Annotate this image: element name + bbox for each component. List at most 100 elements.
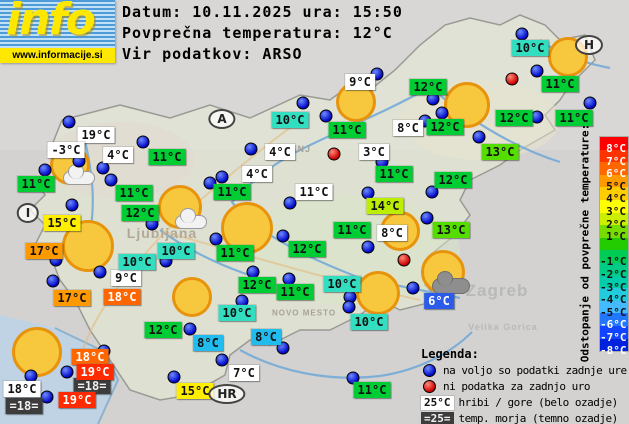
- station-temp-label: 10°C: [271, 112, 309, 128]
- station-temp-label: =18=: [73, 378, 111, 394]
- station-dot-blue-icon: [104, 173, 118, 187]
- scale-band: -2°C: [600, 262, 628, 281]
- station-temp-label: 9°C: [345, 74, 375, 90]
- scale-band-label: 1°C: [606, 230, 626, 244]
- station-dot-blue-icon: [346, 371, 360, 385]
- scale-title: Odstopanje od povprečne temperature:: [578, 123, 592, 363]
- cloud-icon: [63, 164, 95, 185]
- station-temp-label: 19°C: [77, 127, 115, 143]
- station-temp-label: 11°C: [276, 284, 314, 300]
- station-dot-blue-icon: [583, 96, 597, 110]
- header-date-line: Datum: 10.11.2025 ura: 15:50: [122, 3, 403, 21]
- station-temp-label: 8°C: [393, 120, 423, 136]
- station-dot-blue-icon: [38, 163, 52, 177]
- white-box-sample: 25°C: [421, 395, 454, 410]
- station-temp-label: 8°C: [193, 335, 223, 351]
- scale-band: -5°C: [600, 300, 628, 319]
- sun-icon: [172, 277, 212, 317]
- map-header: Datum: 10.11.2025 ura: 15:50 Povprečna t…: [122, 2, 403, 65]
- station-dot-red-icon: [327, 147, 341, 161]
- scale-band: -4°C: [600, 288, 628, 306]
- sun-cloud-icon: [421, 250, 470, 294]
- station-dot-blue-icon: [183, 322, 197, 336]
- station-temp-label: 3°C: [359, 144, 389, 160]
- station-dot-blue-icon: [167, 370, 181, 384]
- station-dot-blue-icon: [472, 130, 486, 144]
- station-temp-label: 4°C: [242, 166, 272, 182]
- scale-band: -8°C: [600, 338, 628, 356]
- scale-band: 8°C: [600, 137, 628, 155]
- scale-bands: 8°C 7°C 6°C 5°C 4°C 3°C 2°C 1°C -1°C -2°C -3°C -4°C…: [600, 137, 628, 356]
- station-temp-label: 7°C: [229, 365, 259, 381]
- station-temp-label: 12°C: [144, 322, 182, 338]
- legend-item: ni podatka za zadnjo uro: [421, 379, 627, 394]
- station-dot-blue-icon: [296, 96, 310, 110]
- station-dot-blue-icon: [65, 198, 79, 212]
- station-dot-blue-icon: [361, 240, 375, 254]
- city-name-label: Ljubljana: [126, 225, 198, 241]
- station-temp-label: 19°C: [76, 364, 114, 380]
- station-temp-label: 11°C: [328, 122, 366, 138]
- city-name-label: Zagreb: [465, 281, 529, 300]
- scale-band: 3°C: [600, 199, 628, 218]
- station-temp-label: 4°C: [265, 144, 295, 160]
- station-temp-label: 11°C: [555, 110, 593, 126]
- station-temp-label: -3°C: [47, 142, 85, 158]
- station-temp-label: 12°C: [121, 205, 159, 221]
- station-temp-label: 15°C: [43, 215, 81, 231]
- station-temp-label: 12°C: [426, 119, 464, 135]
- legend-item-text: hribi / gore (belo ozadje): [458, 396, 619, 409]
- country-sign-h: H: [574, 35, 604, 55]
- station-temp-label: 11°C: [17, 176, 55, 192]
- station-temp-label: 17°C: [53, 290, 91, 306]
- station-temp-label: 8°C: [377, 225, 407, 241]
- station-temp-label: 15°C: [176, 383, 214, 399]
- scale-band: 5°C: [600, 174, 628, 193]
- station-temp-label: 11°C: [148, 149, 186, 165]
- logo-url-link[interactable]: www.informacije.si: [0, 48, 115, 63]
- station-temp-label: 13°C: [481, 144, 519, 160]
- scale-band: -6°C: [600, 313, 628, 331]
- station-temp-label: 10°C: [118, 254, 156, 270]
- station-temp-label: 12°C: [238, 277, 276, 293]
- station-temp-label: 18°C: [71, 349, 109, 365]
- station-temp-label: =18=: [5, 398, 43, 414]
- scale-band: [600, 237, 628, 251]
- red-dot-icon: [423, 380, 436, 393]
- site-logo[interactable]: info www.informacije.si: [0, 0, 115, 63]
- station-temp-label: 12°C: [409, 79, 447, 95]
- station-dot-red-icon: [397, 253, 411, 267]
- station-dot-blue-icon: [425, 185, 439, 199]
- station-dot-blue-icon: [319, 109, 333, 123]
- station-temp-label: 10°C: [350, 314, 388, 330]
- country-sign-a: A: [208, 109, 236, 129]
- station-temp-label: 12°C: [495, 110, 533, 126]
- legend-items: na voljo so podatki zadnje ure ni podatka…: [421, 363, 627, 424]
- station-dot-blue-icon: [342, 300, 356, 314]
- city-name-label: NOVO MESTO: [271, 308, 337, 318]
- scale-band: -3°C: [600, 275, 628, 293]
- legend-title: Legenda:: [421, 347, 479, 361]
- station-temp-label: 11°C: [333, 222, 371, 238]
- dark-box-sample: =25=: [421, 411, 454, 424]
- station-temp-label: 11°C: [295, 184, 333, 200]
- header-source-line: Vir podatkov: ARSO: [122, 45, 303, 63]
- legend-item: na voljo so podatki zadnje ure: [421, 363, 627, 378]
- sun-cloud-icon: [158, 185, 207, 229]
- scale-band: 4°C: [600, 187, 628, 205]
- station-temp-label: 12°C: [434, 172, 472, 188]
- station-temp-label: 18°C: [3, 381, 41, 397]
- scale-band: 1°C: [600, 225, 628, 243]
- station-dot-blue-icon: [406, 281, 420, 295]
- country-sign-hr: HR: [208, 384, 246, 404]
- station-temp-label: 9°C: [111, 270, 141, 286]
- station-temp-label: 11°C: [353, 382, 391, 398]
- station-dot-blue-icon: [420, 211, 434, 225]
- station-temp-label: 6°C: [424, 293, 454, 309]
- scale-band: -7°C: [600, 325, 628, 344]
- station-temp-label: 11°C: [115, 185, 153, 201]
- station-temp-label: 8°C: [251, 329, 281, 345]
- legend: Legenda: na voljo so podatki zadnje ure n…: [421, 347, 627, 424]
